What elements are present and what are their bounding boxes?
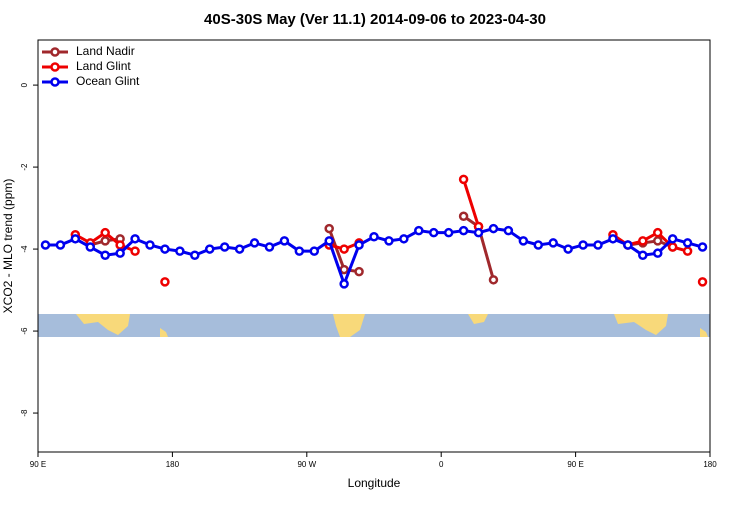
data-point <box>473 227 484 238</box>
x-tick-label: 180 <box>166 460 180 469</box>
legend-marker <box>50 47 60 57</box>
data-point <box>354 266 364 277</box>
x-axis-label: Longitude <box>348 476 401 490</box>
data-point <box>145 240 155 250</box>
data-point <box>204 244 215 254</box>
data-point <box>70 234 81 244</box>
data-point <box>249 238 260 248</box>
data-point <box>115 248 125 258</box>
data-point <box>115 240 125 250</box>
data-point <box>130 234 140 244</box>
data-point <box>697 242 708 252</box>
data-point <box>264 242 275 252</box>
data-point <box>399 234 409 244</box>
data-point <box>369 232 379 242</box>
data-point <box>219 242 230 252</box>
data-point <box>638 250 648 260</box>
data-point <box>354 240 364 250</box>
data-point <box>190 250 200 260</box>
legend-marker <box>50 77 60 87</box>
map-strip <box>38 314 710 337</box>
data-point <box>339 264 349 275</box>
data-point <box>339 279 349 289</box>
data-point <box>160 244 170 254</box>
x-tick-label: 180 <box>703 460 717 469</box>
data-point <box>608 234 618 244</box>
data-point <box>667 242 678 252</box>
legend-label: Land Glint <box>76 59 131 73</box>
data-point <box>652 227 663 238</box>
y-axis-label: XCO2 - MLO trend (ppm) <box>1 179 15 314</box>
data-point <box>85 242 96 252</box>
data-point <box>100 250 110 260</box>
data-point <box>593 240 603 250</box>
data-point <box>533 240 544 250</box>
y-tick-label: 0 <box>20 82 29 87</box>
data-point <box>294 246 305 256</box>
data-point <box>458 211 469 222</box>
data-point <box>130 246 140 256</box>
data-point <box>324 223 334 234</box>
data-point <box>652 236 663 246</box>
data-point <box>638 236 648 246</box>
data-point <box>548 238 558 248</box>
data-point <box>488 223 499 234</box>
data-point <box>234 244 245 254</box>
data-point <box>682 246 693 256</box>
plot-frame <box>37 39 711 453</box>
data-point <box>563 244 573 254</box>
data-point <box>623 240 633 250</box>
data-point <box>443 227 454 238</box>
data-point <box>160 277 170 287</box>
data-point <box>339 244 349 254</box>
legend-marker <box>50 62 60 72</box>
chart-title: 40S-30S May (Ver 11.1) 2014-09-06 to 202… <box>204 11 546 28</box>
data-point <box>503 225 514 236</box>
data-point <box>697 277 708 287</box>
data-point <box>682 238 693 248</box>
y-tick-label: -8 <box>20 409 29 417</box>
x-tick-label: 90 W <box>297 460 316 469</box>
data-point <box>578 240 588 250</box>
x-tick-label: 90 E <box>30 460 46 469</box>
data-point <box>175 246 185 256</box>
data-point <box>518 236 529 246</box>
data-point <box>324 236 334 246</box>
data-point <box>279 236 290 246</box>
legend-label: Ocean Glint <box>76 74 140 88</box>
data-point <box>55 240 66 250</box>
data-point <box>309 246 320 256</box>
y-tick-label: -2 <box>20 163 29 171</box>
data-point <box>652 248 663 258</box>
data-point <box>667 234 678 244</box>
data-point <box>488 275 499 285</box>
data-point <box>414 225 424 236</box>
data-point <box>458 174 469 185</box>
legend-label: Land Nadir <box>76 44 135 58</box>
data-point <box>100 236 110 246</box>
data-point <box>40 240 51 250</box>
data-point <box>428 227 439 238</box>
y-tick-label: -6 <box>20 327 29 335</box>
data-point <box>100 227 110 238</box>
data-point <box>458 225 469 236</box>
x-tick-label: 90 E <box>567 460 583 469</box>
series-line <box>75 179 702 281</box>
y-tick-label: -4 <box>20 245 29 253</box>
data-point <box>384 236 394 246</box>
x-tick-label: 0 <box>439 460 444 469</box>
